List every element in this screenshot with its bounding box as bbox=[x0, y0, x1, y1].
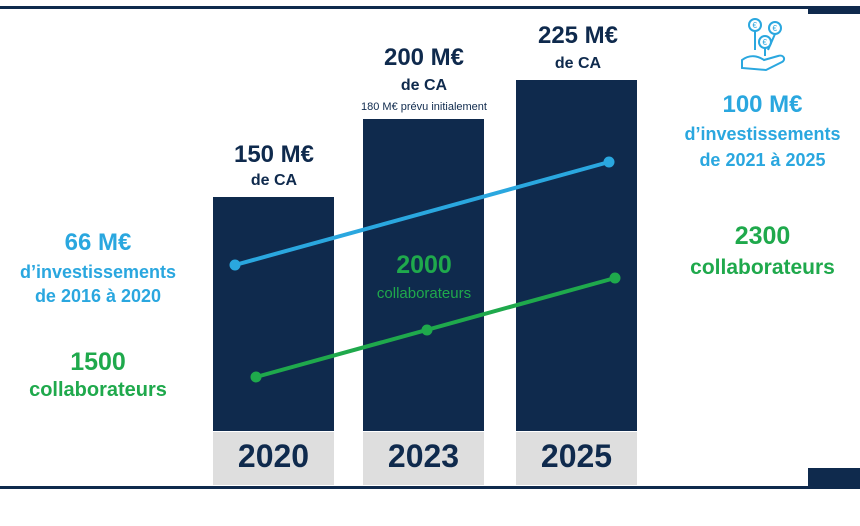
year-label-2023: 2023 bbox=[387, 438, 460, 474]
bar-2025 bbox=[516, 80, 637, 431]
staff-point-1 bbox=[421, 324, 433, 336]
bar-label-2025-unit: de CA bbox=[554, 55, 602, 72]
year-label-2020: 2020 bbox=[237, 438, 310, 474]
staff-left-label: collaborateurs bbox=[29, 379, 167, 401]
staff-left-value: 1500 bbox=[70, 348, 126, 376]
investments-left-value: 66 M€ bbox=[64, 229, 132, 256]
investments-right-value: 100 M€ bbox=[722, 91, 803, 118]
investment-point-0 bbox=[229, 259, 241, 271]
svg-text:€: € bbox=[753, 21, 758, 30]
top-border bbox=[0, 0, 860, 9]
year-label-2025: 2025 bbox=[540, 438, 613, 474]
staff-line bbox=[255, 276, 616, 379]
year-box-2025 bbox=[516, 432, 637, 485]
bottom-border bbox=[0, 486, 860, 489]
svg-text:€: € bbox=[763, 38, 768, 47]
year-box-2023 bbox=[363, 432, 484, 485]
investments-right-line1: d’investissements bbox=[684, 124, 841, 144]
svg-text:€: € bbox=[773, 24, 778, 33]
staff-point-2 bbox=[609, 272, 621, 284]
investments-left-line1: d’investissements bbox=[19, 262, 177, 282]
investment-line bbox=[234, 160, 610, 267]
hand-money-plant-icon: € € € bbox=[738, 16, 790, 78]
staff-right-value: 2300 bbox=[734, 222, 791, 250]
investment-point-1 bbox=[603, 156, 615, 168]
bar-label-2020-value: 150 M€ bbox=[233, 141, 315, 168]
staff-mid-value: 2000 bbox=[396, 251, 452, 279]
bar-label-2023-value: 200 M€ bbox=[383, 44, 465, 71]
staff-right-label: collaborateurs bbox=[690, 256, 835, 279]
bar-2020 bbox=[213, 197, 334, 431]
bar-label-2020-unit: de CA bbox=[250, 172, 298, 189]
bar-label-2023-unit: de CA bbox=[400, 77, 448, 94]
corner-accent-bottom bbox=[808, 468, 860, 489]
year-box-2020 bbox=[213, 432, 334, 485]
investments-right-line2: de 2021 à 2025 bbox=[699, 150, 826, 170]
bar-label-2025-value: 225 M€ bbox=[537, 22, 619, 49]
staff-point-0 bbox=[250, 371, 262, 383]
corner-accent-top bbox=[808, 6, 860, 14]
investments-left-line2: de 2016 à 2020 bbox=[34, 286, 162, 306]
bar-2023 bbox=[363, 119, 484, 431]
bar-label-2023-note: 180 M€ prévu initialement bbox=[361, 101, 487, 113]
staff-mid-label: collaborateurs bbox=[376, 285, 472, 302]
